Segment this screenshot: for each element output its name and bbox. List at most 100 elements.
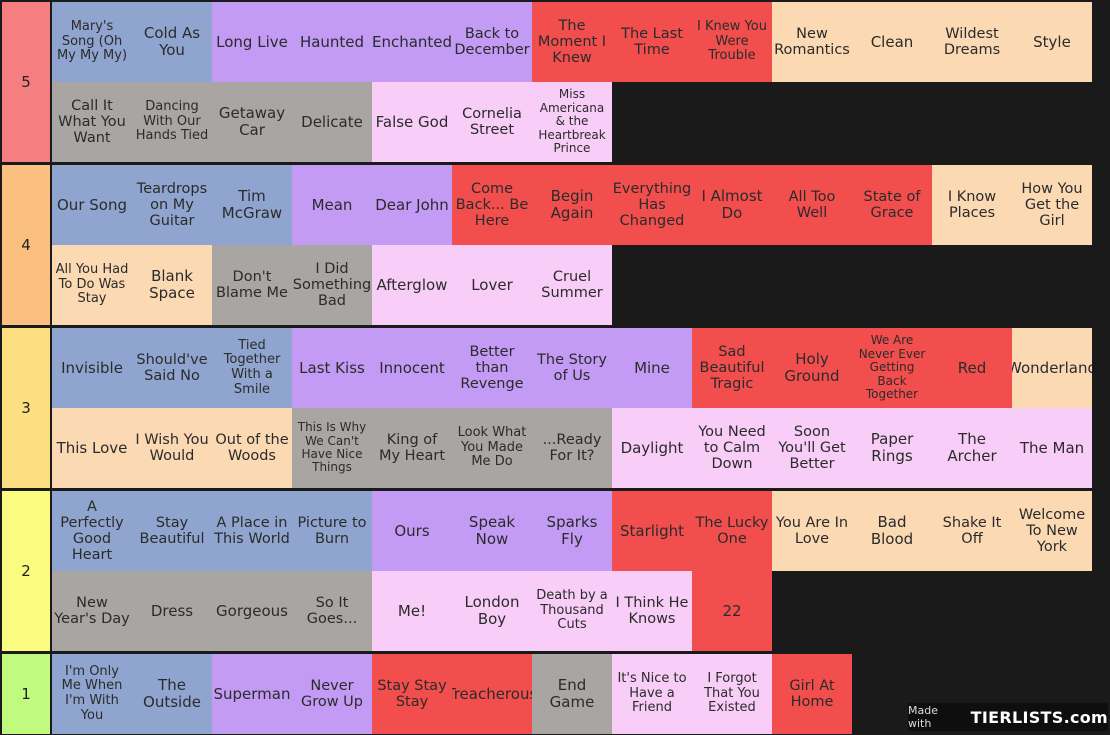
tier-item[interactable]: Blank Space xyxy=(132,245,212,325)
tier-item[interactable]: Picture to Burn xyxy=(292,491,372,571)
tier-item[interactable]: Call It What You Want xyxy=(52,82,132,162)
tier-item[interactable]: Stay Stay Stay xyxy=(372,654,452,734)
tier-item[interactable]: How You Get the Girl xyxy=(1012,165,1092,245)
tier-item[interactable]: New Romantics xyxy=(772,2,852,82)
tier-label[interactable]: 3 xyxy=(2,328,50,488)
tier-label[interactable]: 1 xyxy=(2,654,50,734)
tier-item[interactable]: Invisible xyxy=(52,328,132,408)
tier-item[interactable]: Begin Again xyxy=(532,165,612,245)
tier-item[interactable]: Out of the Woods xyxy=(212,408,292,488)
tier-item[interactable]: I Wish You Would xyxy=(132,408,212,488)
tier-item[interactable]: This Is Why We Can't Have Nice Things xyxy=(292,408,372,488)
tier-item[interactable]: Should've Said No xyxy=(132,328,212,408)
tier-item[interactable]: Mary's Song (Oh My My My) xyxy=(52,2,132,82)
tier-item[interactable]: Haunted xyxy=(292,2,372,82)
tier-item[interactable]: Tim McGraw xyxy=(212,165,292,245)
tier-item[interactable]: So It Goes... xyxy=(292,571,372,651)
tier-item[interactable]: Delicate xyxy=(292,82,372,162)
tier-item[interactable]: Cornelia Street xyxy=(452,82,532,162)
tier-item[interactable]: Sparks Fly xyxy=(532,491,612,571)
tier-item[interactable]: Treacherous xyxy=(452,654,532,734)
tier-item[interactable]: State of Grace xyxy=(852,165,932,245)
tier-item[interactable]: It's Nice to Have a Friend xyxy=(612,654,692,734)
tier-item[interactable]: Mean xyxy=(292,165,372,245)
tier-item[interactable]: The Story of Us xyxy=(532,328,612,408)
tier-item[interactable]: Afterglow xyxy=(372,245,452,325)
tier-item[interactable]: Miss Americana & the Heartbreak Prince xyxy=(532,82,612,162)
tier-item[interactable]: Gorgeous xyxy=(212,571,292,651)
tier-item[interactable]: Ours xyxy=(372,491,452,571)
tier-item[interactable]: I Think He Knows xyxy=(612,571,692,651)
tier-item[interactable]: Look What You Made Me Do xyxy=(452,408,532,488)
tier-item[interactable]: The Man xyxy=(1012,408,1092,488)
tier-item[interactable]: Death by a Thousand Cuts xyxy=(532,571,612,651)
tier-item[interactable]: Never Grow Up xyxy=(292,654,372,734)
tier-item[interactable]: Come Back... Be Here xyxy=(452,165,532,245)
tier-item[interactable]: London Boy xyxy=(452,571,532,651)
tier-item[interactable]: Holy Ground xyxy=(772,328,852,408)
tier-item[interactable]: A Perfectly Good Heart xyxy=(52,491,132,571)
tier-item[interactable]: The Archer xyxy=(932,408,1012,488)
tier-item[interactable]: Mine xyxy=(612,328,692,408)
tier-item[interactable]: Tied Together With a Smile xyxy=(212,328,292,408)
tier-item[interactable]: Wonderland xyxy=(1012,328,1092,408)
tier-item[interactable]: New Year's Day xyxy=(52,571,132,651)
tier-item[interactable]: King of My Heart xyxy=(372,408,452,488)
tier-item[interactable]: This Love xyxy=(52,408,132,488)
tier-item[interactable]: I Forgot That You Existed xyxy=(692,654,772,734)
tier-item[interactable]: Welcome To New York xyxy=(1012,491,1092,571)
tier-item[interactable]: I Knew You Were Trouble xyxy=(692,2,772,82)
tier-item[interactable]: I'm Only Me When I'm With You xyxy=(52,654,132,734)
tier-item[interactable]: Everything Has Changed xyxy=(612,165,692,245)
tier-item[interactable]: Paper Rings xyxy=(852,408,932,488)
tier-item[interactable]: Shake It Off xyxy=(932,491,1012,571)
tier-item[interactable]: Style xyxy=(1012,2,1092,82)
tier-item[interactable]: All You Had To Do Was Stay xyxy=(52,245,132,325)
tier-item[interactable]: Enchanted xyxy=(372,2,452,82)
tier-item[interactable]: Speak Now xyxy=(452,491,532,571)
tier-item[interactable]: 22 xyxy=(692,571,772,651)
tier-item[interactable]: Innocent xyxy=(372,328,452,408)
tier-item[interactable]: Wildest Dreams xyxy=(932,2,1012,82)
tier-item[interactable]: Our Song xyxy=(52,165,132,245)
tier-item[interactable]: Bad Blood xyxy=(852,491,932,571)
tier-item[interactable]: Cold As You xyxy=(132,2,212,82)
tier-item[interactable]: Last Kiss xyxy=(292,328,372,408)
tier-item[interactable]: Teardrops on My Guitar xyxy=(132,165,212,245)
tier-item[interactable]: You Are In Love xyxy=(772,491,852,571)
tier-item[interactable]: Stay Beautiful xyxy=(132,491,212,571)
tier-item[interactable]: Superman xyxy=(212,654,292,734)
tier-item[interactable]: Red xyxy=(932,328,1012,408)
tier-item[interactable]: Cruel Summer xyxy=(532,245,612,325)
tier-item[interactable]: I Know Places xyxy=(932,165,1012,245)
tier-item[interactable]: Soon You'll Get Better xyxy=(772,408,852,488)
tier-item[interactable]: Long Live xyxy=(212,2,292,82)
tier-item[interactable]: The Outside xyxy=(132,654,212,734)
tier-item[interactable]: Dancing With Our Hands Tied xyxy=(132,82,212,162)
tier-label[interactable]: 5 xyxy=(2,2,50,162)
tier-item[interactable]: Clean xyxy=(852,2,932,82)
tier-item[interactable]: End Game xyxy=(532,654,612,734)
tier-item[interactable]: Better than Revenge xyxy=(452,328,532,408)
tier-item[interactable]: Girl At Home xyxy=(772,654,852,734)
tier-item[interactable]: The Moment I Knew xyxy=(532,2,612,82)
tier-item[interactable]: I Did Something Bad xyxy=(292,245,372,325)
tier-label[interactable]: 4 xyxy=(2,165,50,325)
tier-item[interactable]: All Too Well xyxy=(772,165,852,245)
tier-item[interactable]: The Lucky One xyxy=(692,491,772,571)
tier-item[interactable]: Daylight xyxy=(612,408,692,488)
watermark[interactable]: Made with TIERLISTS.com xyxy=(908,703,1108,731)
tier-item[interactable]: Getaway Car xyxy=(212,82,292,162)
tier-label[interactable]: 2 xyxy=(2,491,50,651)
tier-item[interactable]: A Place in This World xyxy=(212,491,292,571)
tier-item[interactable]: Don't Blame Me xyxy=(212,245,292,325)
tier-item[interactable]: We Are Never Ever Getting Back Together xyxy=(852,328,932,408)
tier-item[interactable]: False God xyxy=(372,82,452,162)
tier-item[interactable]: Dear John xyxy=(372,165,452,245)
tier-item[interactable]: Lover xyxy=(452,245,532,325)
tier-item[interactable]: Starlight xyxy=(612,491,692,571)
tier-item[interactable]: You Need to Calm Down xyxy=(692,408,772,488)
tier-item[interactable]: The Last Time xyxy=(612,2,692,82)
tier-item[interactable]: I Almost Do xyxy=(692,165,772,245)
tier-item[interactable]: Me! xyxy=(372,571,452,651)
